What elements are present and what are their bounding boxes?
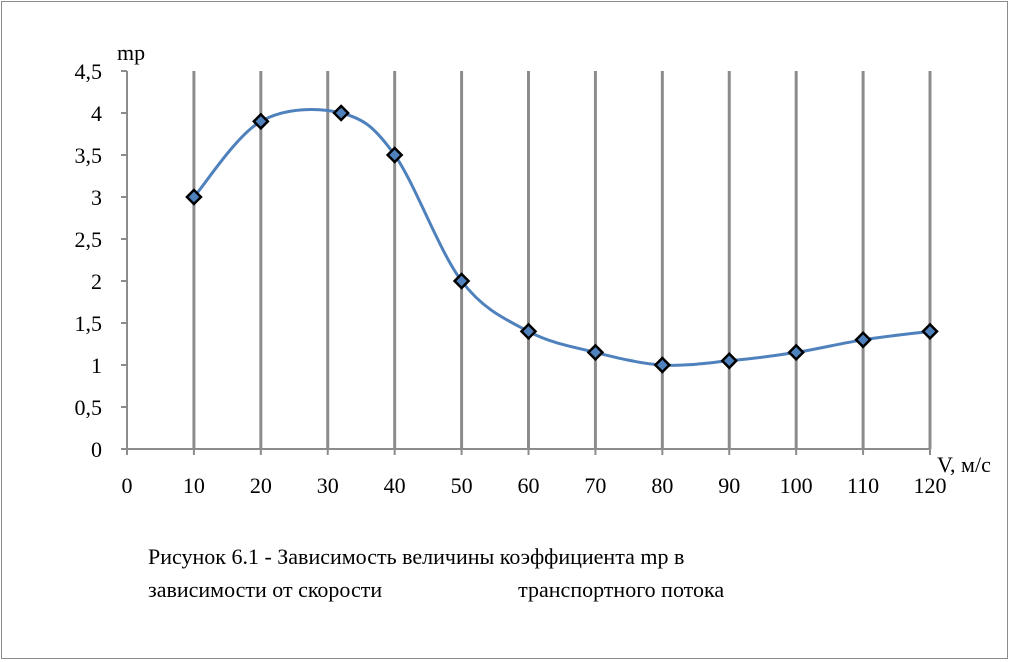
x-tick-label: 120 [914,473,947,498]
x-tick-label: 70 [584,473,606,498]
x-tick-label: 60 [518,473,540,498]
y-tick-label: 2,5 [75,227,103,252]
y-tick-label: 4,5 [75,59,103,84]
caption-line-2-part-2: транспортного потока [518,577,725,602]
y-tick-label: 0 [91,437,102,462]
x-tick-label: 100 [780,473,813,498]
x-tick-label: 50 [451,473,473,498]
caption-line-2: зависимости от скорости транспортного пот… [148,573,724,606]
x-tick-label: 10 [183,473,205,498]
y-tick-label: 3 [91,185,102,210]
data-point-marker [653,356,672,374]
data-point-marker [252,112,270,131]
y-tick-label: 1,5 [75,311,103,336]
y-tick-label: 2 [91,269,102,294]
data-point-marker [921,322,939,341]
data-markers [185,104,939,374]
caption-line-1: Рисунок 6.1 - Зависимость величины коэфф… [148,544,685,569]
x-tick-label: 20 [250,473,272,498]
data-point-marker [787,343,805,362]
x-tick-labels: 0 10 20 30 40 50 60 70 80 90 100 110 120 [122,473,947,498]
y-tick-label: 4 [91,101,102,126]
x-axis-title: V, м/с [937,452,991,477]
x-tick-label: 30 [317,473,339,498]
chart-axes [121,70,931,455]
data-point-marker [185,188,203,206]
y-tick-labels: 0 0,5 1 1,5 2 2,5 3 3,5 4 4,5 [75,59,103,462]
data-point-marker [452,272,471,290]
series-line [192,108,931,367]
data-point-marker [385,146,404,164]
data-point-marker [332,104,350,122]
x-tick-label: 90 [718,473,740,498]
y-tick-label: 3,5 [75,143,103,168]
x-tick-label: 110 [847,473,879,498]
x-tick-label: 80 [651,473,673,498]
figure-caption: Рисунок 6.1 - Зависимость величины коэфф… [148,540,724,606]
x-tick-label: 0 [122,473,133,498]
data-point-marker [586,343,605,362]
caption-line-2-part-1: зависимости от скорости [148,577,383,602]
y-axis-title: mр [117,40,145,65]
chart-grid [192,71,932,449]
data-point-marker [854,331,872,349]
data-point-marker [519,322,538,341]
data-point-marker [720,352,739,370]
y-tick-label: 1 [91,353,102,378]
y-tick-label: 0,5 [75,395,103,420]
x-tick-label: 40 [384,473,406,498]
